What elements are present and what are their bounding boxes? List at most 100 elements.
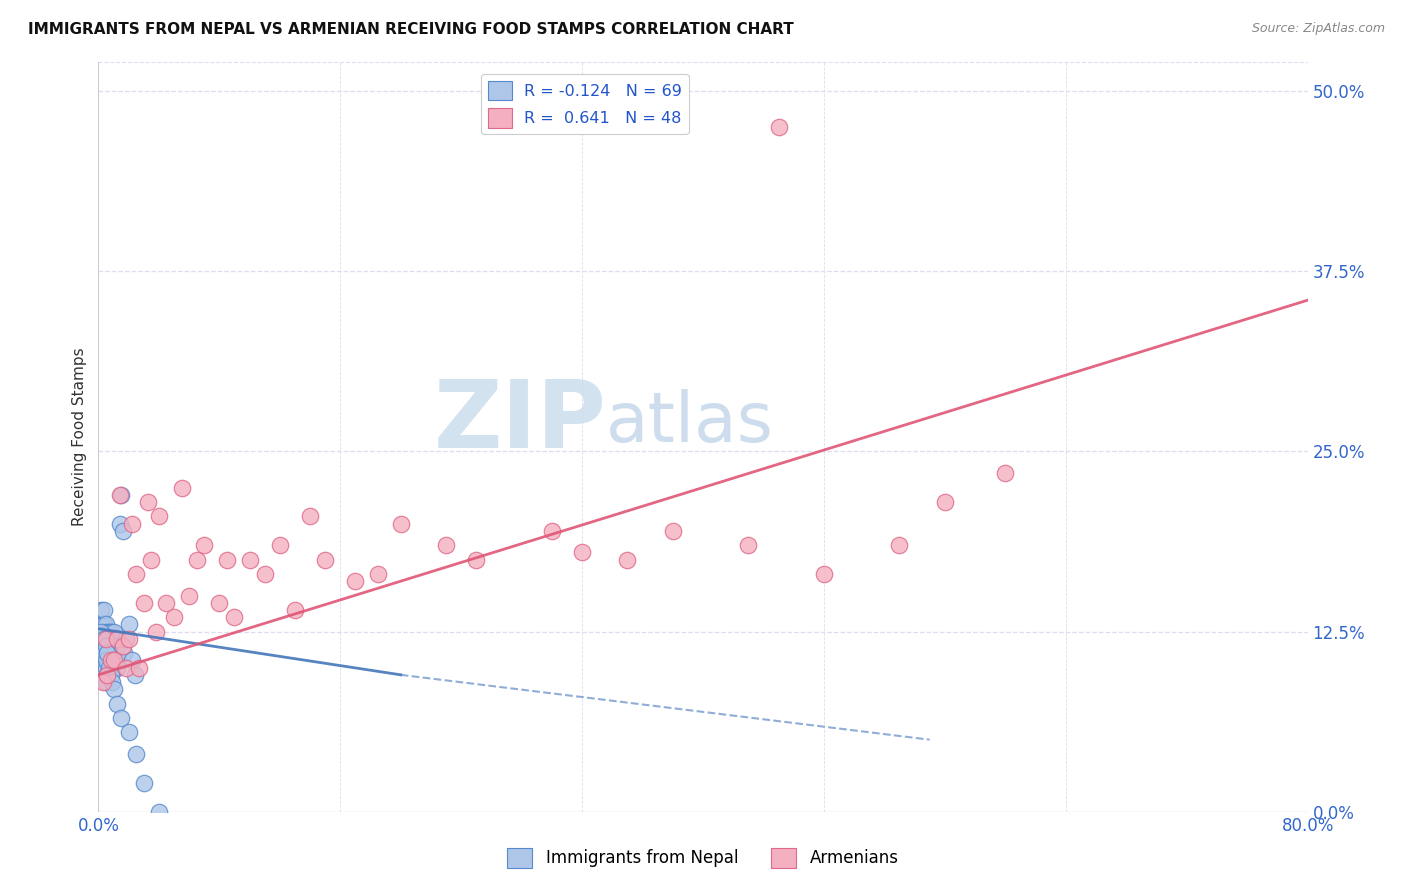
Text: ZIP: ZIP — [433, 376, 606, 468]
Point — [93, 660, 115, 674]
Point — [104, 632, 127, 646]
Point — [90, 624, 112, 639]
Point — [125, 747, 148, 761]
Point — [163, 610, 186, 624]
Point — [344, 574, 367, 589]
Point — [96, 668, 118, 682]
Point — [104, 653, 127, 667]
Point — [94, 632, 117, 646]
Point — [136, 495, 159, 509]
Point — [94, 646, 117, 660]
Point — [96, 639, 118, 653]
Point — [145, 624, 167, 639]
Point — [96, 668, 118, 682]
Point — [768, 120, 790, 135]
Point — [91, 646, 114, 660]
Point — [89, 653, 111, 667]
Point — [89, 639, 111, 653]
Point — [661, 524, 683, 538]
Y-axis label: Receiving Food Stamps: Receiving Food Stamps — [72, 348, 87, 526]
Point — [103, 660, 125, 674]
Point — [110, 711, 132, 725]
Point — [118, 725, 141, 739]
Point — [540, 524, 562, 538]
Point — [616, 552, 638, 566]
Point — [193, 538, 215, 552]
Point — [108, 488, 131, 502]
Point — [389, 516, 412, 531]
Legend: Immigrants from Nepal, Armenians: Immigrants from Nepal, Armenians — [501, 841, 905, 875]
Point — [314, 552, 336, 566]
Legend: R = -0.124   N = 69, R =  0.641   N = 48: R = -0.124 N = 69, R = 0.641 N = 48 — [481, 74, 689, 134]
Point — [94, 675, 117, 690]
Point — [90, 632, 112, 646]
Text: Source: ZipAtlas.com: Source: ZipAtlas.com — [1251, 22, 1385, 36]
Point — [132, 596, 155, 610]
Point — [465, 552, 488, 566]
Point — [91, 675, 114, 690]
Point — [121, 516, 143, 531]
Point — [208, 596, 231, 610]
Point — [89, 617, 111, 632]
Point — [93, 632, 115, 646]
Point — [94, 632, 117, 646]
Point — [224, 610, 246, 624]
Text: IMMIGRANTS FROM NEPAL VS ARMENIAN RECEIVING FOOD STAMPS CORRELATION CHART: IMMIGRANTS FROM NEPAL VS ARMENIAN RECEIV… — [28, 22, 794, 37]
Point — [111, 524, 134, 538]
Point — [124, 668, 146, 682]
Point — [994, 466, 1017, 480]
Point — [148, 509, 170, 524]
Point — [299, 509, 322, 524]
Point — [141, 552, 163, 566]
Point — [94, 653, 117, 667]
Point — [100, 668, 122, 682]
Point — [100, 639, 122, 653]
Point — [100, 624, 122, 639]
Point — [91, 617, 114, 632]
Point — [111, 639, 134, 653]
Point — [101, 632, 124, 646]
Point — [737, 538, 759, 552]
Point — [118, 632, 141, 646]
Point — [91, 668, 114, 682]
Point — [121, 653, 143, 667]
Point — [103, 624, 125, 639]
Point — [93, 632, 115, 646]
Point — [98, 639, 121, 653]
Point — [105, 632, 128, 646]
Point — [215, 552, 238, 566]
Point — [269, 538, 291, 552]
Point — [367, 566, 389, 581]
Point — [91, 624, 114, 639]
Point — [186, 552, 208, 566]
Point — [98, 660, 121, 674]
Point — [128, 660, 150, 674]
Point — [148, 805, 170, 819]
Point — [94, 617, 117, 632]
Point — [94, 639, 117, 653]
Point — [103, 682, 125, 697]
Point — [105, 639, 128, 653]
Point — [239, 552, 262, 566]
Point — [93, 617, 115, 632]
Text: atlas: atlas — [606, 389, 775, 456]
Point — [125, 566, 148, 581]
Point — [89, 639, 111, 653]
Point — [103, 639, 125, 653]
Point — [114, 632, 136, 646]
Point — [94, 660, 117, 674]
Point — [107, 653, 129, 667]
Point — [118, 617, 141, 632]
Point — [112, 646, 135, 660]
Point — [934, 495, 956, 509]
Point — [96, 646, 118, 660]
Point — [94, 624, 117, 639]
Point — [100, 653, 122, 667]
Point — [100, 653, 122, 667]
Point — [91, 632, 114, 646]
Point — [571, 545, 593, 559]
Point — [93, 639, 115, 653]
Point — [132, 776, 155, 790]
Point — [93, 603, 115, 617]
Point — [813, 566, 835, 581]
